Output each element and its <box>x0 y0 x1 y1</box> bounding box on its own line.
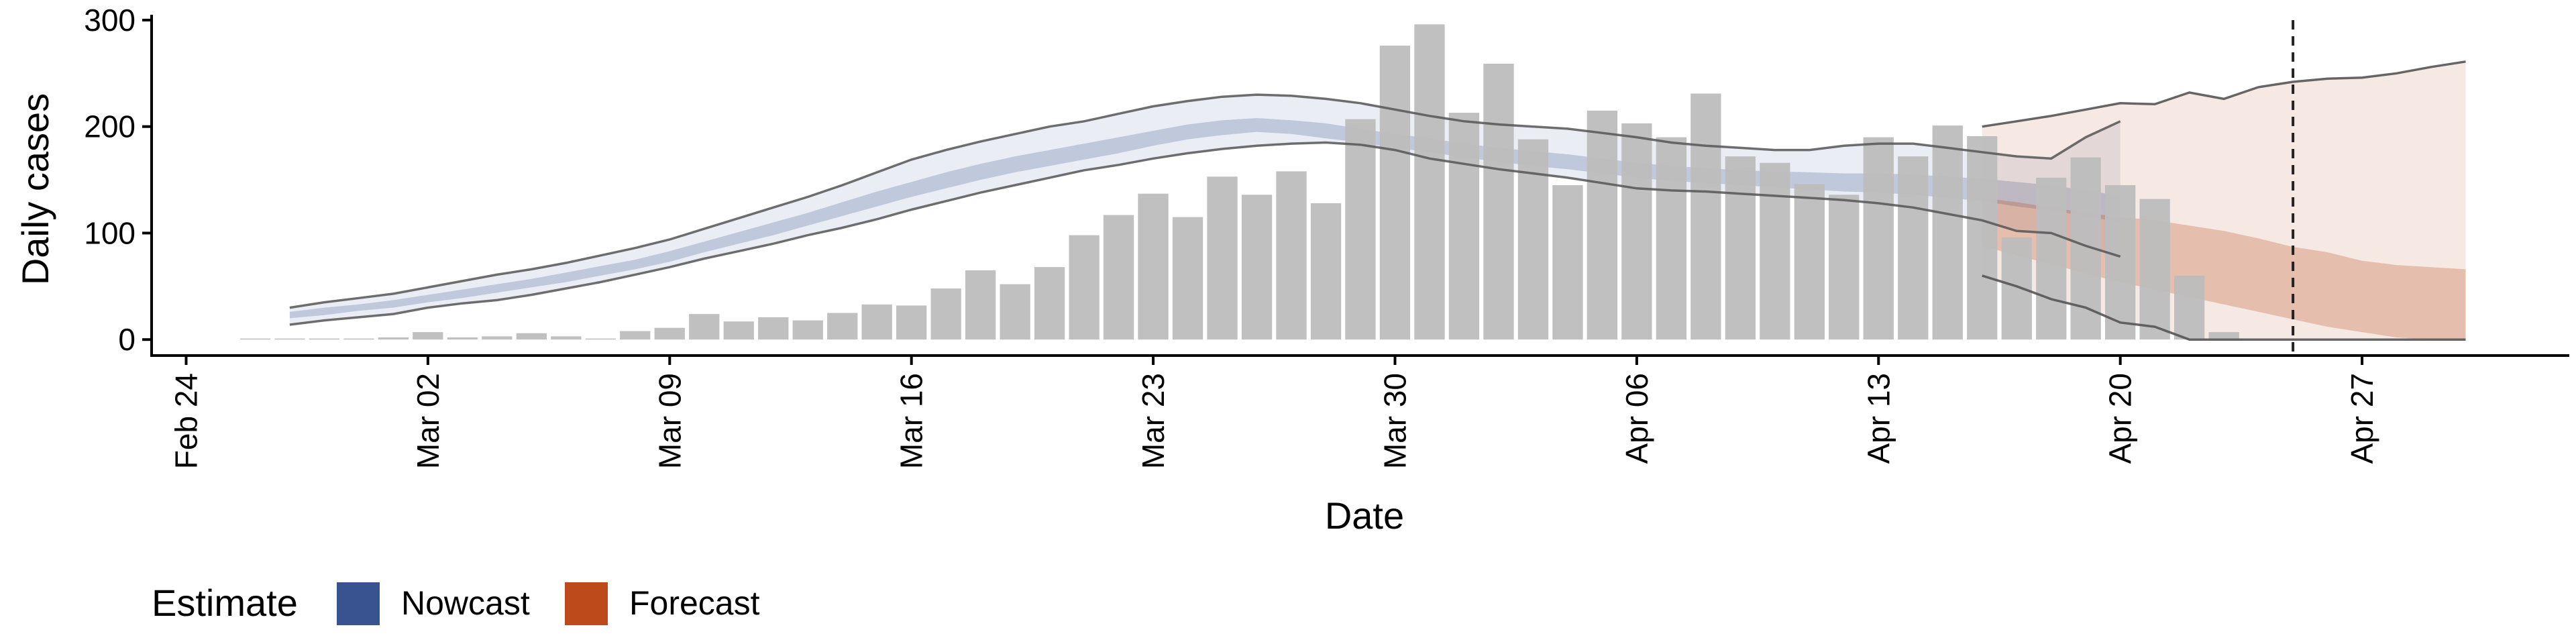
bar-50 <box>1967 136 1998 340</box>
bound-lines <box>289 20 2466 356</box>
bar-55 <box>2139 199 2170 340</box>
bar-51 <box>2001 237 2032 340</box>
bar-17 <box>827 313 858 340</box>
bar-6 <box>447 337 478 340</box>
bar-20 <box>930 288 961 340</box>
bar-45 <box>1794 184 1825 340</box>
x-tick-label-9: Apr 27 <box>2345 373 2379 464</box>
bar-54 <box>2105 185 2136 340</box>
bar-34 <box>1414 24 1445 340</box>
legend-label-nowcast: Nowcast <box>401 584 530 622</box>
bar-8 <box>516 333 547 340</box>
forecast-90-band <box>1982 61 2466 340</box>
forecast-50-band <box>1982 198 2466 340</box>
bar-9 <box>551 336 582 340</box>
x-tick-label-6: Apr 06 <box>1619 373 1654 464</box>
bar-41 <box>1656 137 1686 340</box>
y-tick-label-300: 300 <box>84 3 136 38</box>
bar-4 <box>378 337 409 340</box>
bar-47 <box>1863 137 1894 340</box>
nowcast-lower-line <box>289 141 2121 326</box>
bar-22 <box>1000 284 1030 340</box>
bar-38 <box>1552 185 1583 340</box>
bar-32 <box>1345 119 1376 340</box>
bar-23 <box>1034 267 1065 340</box>
bar-28 <box>1207 176 1238 340</box>
bar-1 <box>274 338 305 340</box>
bar-57 <box>2208 332 2239 340</box>
bar-21 <box>965 270 996 340</box>
bar-19 <box>896 305 927 340</box>
bar-56 <box>2174 275 2205 340</box>
bar-37 <box>1517 139 1549 340</box>
bar-3 <box>343 338 374 340</box>
legend: Estimate Nowcast Forecast <box>152 582 760 625</box>
x-tick-label-7: Apr 13 <box>1861 373 1896 464</box>
y-tick-label-0: 0 <box>118 322 136 357</box>
x-tick-label-3: Mar 16 <box>894 373 929 469</box>
bar-42 <box>1690 93 1721 340</box>
y-tick-label-100: 100 <box>84 215 136 250</box>
y-tick-label-200: 200 <box>84 109 136 144</box>
bar-16 <box>792 320 823 340</box>
bar-27 <box>1172 217 1203 340</box>
forecast-upper-line <box>1982 60 2466 128</box>
bar-12 <box>654 327 685 340</box>
x-tick-label-1: Mar 02 <box>411 373 445 469</box>
bar-0 <box>239 338 271 340</box>
y-axis-title: Daily cases <box>14 93 56 285</box>
x-tick-label-5: Mar 30 <box>1378 373 1413 469</box>
forecast-lower-line <box>1982 274 2466 341</box>
bar-30 <box>1276 171 1307 340</box>
bar-31 <box>1310 203 1342 340</box>
bar-2 <box>309 338 340 340</box>
x-tick-label-0: Feb 24 <box>169 373 204 469</box>
bar-24 <box>1069 235 1099 340</box>
bar-35 <box>1448 113 1480 340</box>
bar-29 <box>1241 195 1273 340</box>
legend-swatch-nowcast <box>337 582 380 625</box>
x-tick-label-2: Mar 09 <box>652 373 687 469</box>
bar-52 <box>2036 177 2067 340</box>
bar-46 <box>1829 195 1860 340</box>
bar-15 <box>758 317 789 340</box>
bar-25 <box>1103 215 1134 340</box>
x-tick-label-8: Apr 20 <box>2103 373 2138 464</box>
bar-44 <box>1760 162 1790 340</box>
bar-43 <box>1725 156 1756 340</box>
x-axis-title: Date <box>1325 494 1404 537</box>
bar-48 <box>1898 156 1929 340</box>
bar-5 <box>413 332 443 340</box>
legend-swatch-forecast <box>565 582 608 625</box>
nowcast-upper-line <box>289 93 2121 309</box>
bar-36 <box>1483 64 1514 340</box>
bar-18 <box>861 304 892 340</box>
x-tick-label-4: Mar 23 <box>1136 373 1171 469</box>
bar-40 <box>1621 123 1652 340</box>
bar-39 <box>1587 110 1617 340</box>
bar-10 <box>585 338 616 340</box>
bar-33 <box>1379 46 1411 340</box>
bar-11 <box>620 331 651 340</box>
bar-49 <box>1932 125 1963 340</box>
legend-title: Estimate <box>152 582 298 624</box>
axes: 0 100 200 300 Feb 24 Mar 02 Mar 09 Mar 16 Mar 23… <box>84 3 2569 469</box>
bar-13 <box>689 314 720 340</box>
bar-7 <box>482 336 513 340</box>
bar-14 <box>723 321 754 340</box>
bar-26 <box>1138 193 1169 340</box>
legend-label-forecast: Forecast <box>629 584 760 622</box>
